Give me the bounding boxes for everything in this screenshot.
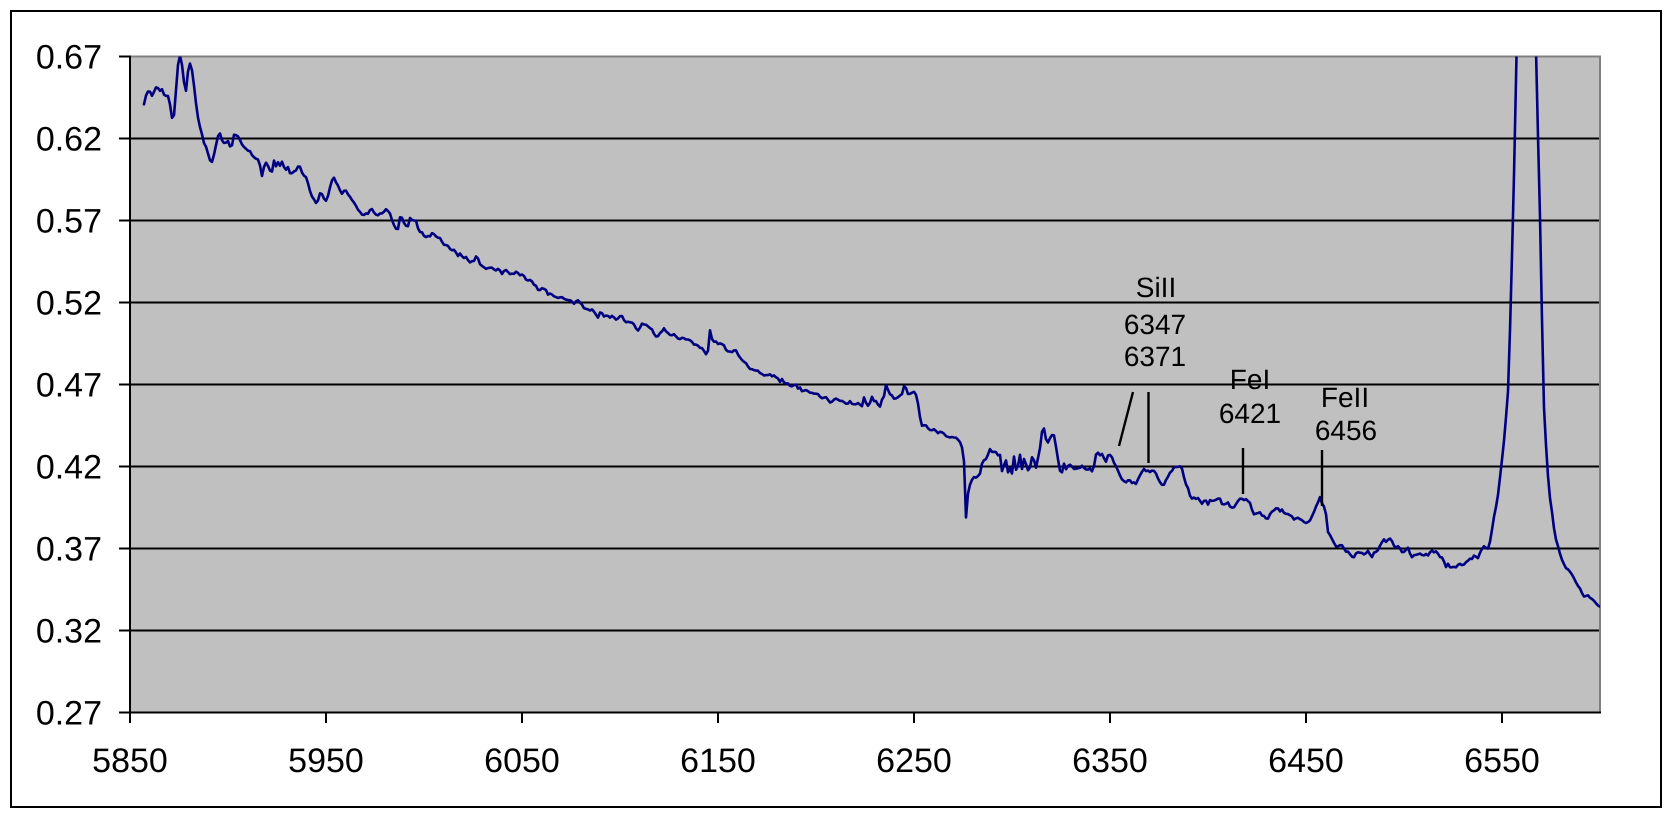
- svg-text:0.47: 0.47: [36, 367, 102, 405]
- svg-text:SiII: SiII: [1136, 272, 1176, 303]
- svg-text:5950: 5950: [288, 742, 364, 780]
- svg-text:6450: 6450: [1268, 742, 1344, 780]
- svg-text:6347: 6347: [1124, 309, 1186, 340]
- svg-text:6421: 6421: [1219, 398, 1281, 429]
- svg-text:FeII: FeII: [1321, 382, 1369, 413]
- svg-text:6250: 6250: [876, 742, 952, 780]
- svg-text:6371: 6371: [1124, 341, 1186, 372]
- svg-text:0.57: 0.57: [36, 203, 102, 241]
- svg-text:6350: 6350: [1072, 742, 1148, 780]
- svg-text:0.52: 0.52: [36, 285, 102, 323]
- svg-text:5850: 5850: [92, 742, 168, 780]
- svg-text:0.62: 0.62: [36, 121, 102, 159]
- svg-text:6456: 6456: [1315, 415, 1377, 446]
- svg-text:6050: 6050: [484, 742, 560, 780]
- svg-text:FeI: FeI: [1230, 364, 1270, 395]
- svg-text:0.67: 0.67: [36, 39, 102, 77]
- svg-text:0.37: 0.37: [36, 531, 102, 569]
- svg-text:6550: 6550: [1464, 742, 1540, 780]
- svg-text:0.42: 0.42: [36, 449, 102, 487]
- svg-text:0.32: 0.32: [36, 613, 102, 651]
- svg-text:0.27: 0.27: [36, 695, 102, 733]
- svg-text:6150: 6150: [680, 742, 756, 780]
